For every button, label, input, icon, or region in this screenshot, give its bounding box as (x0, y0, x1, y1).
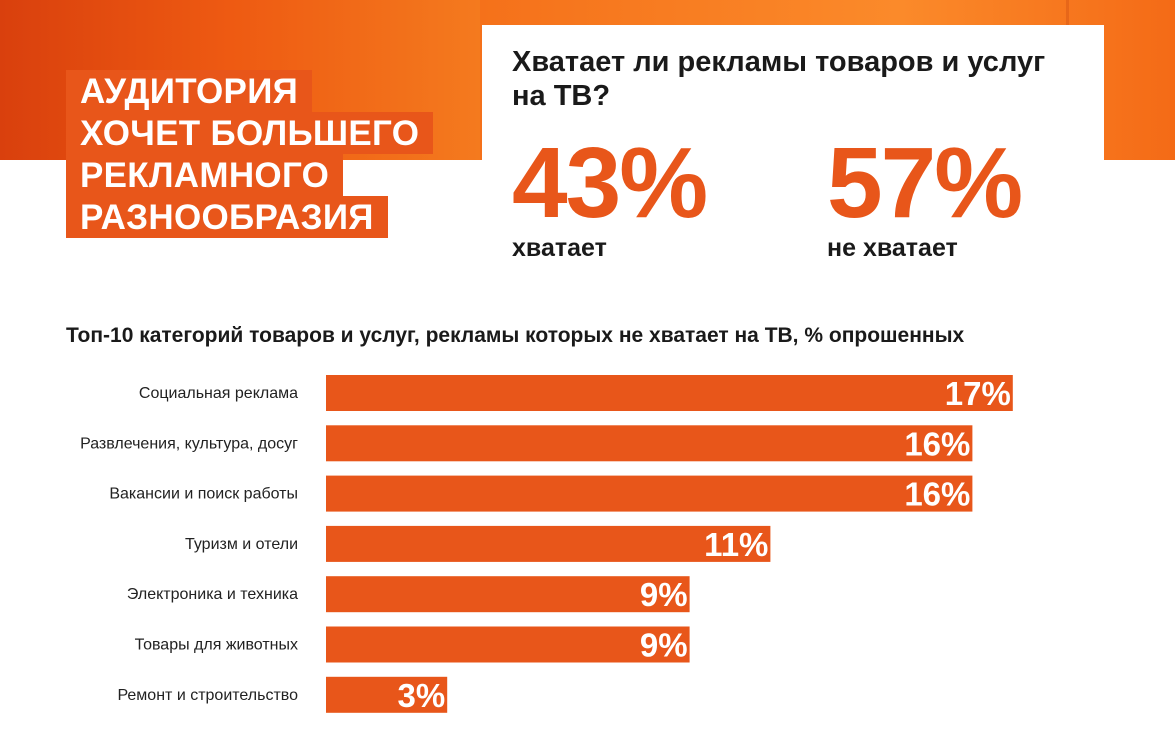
chart-title: Топ-10 категорий товаров и услуг, реклам… (66, 324, 965, 347)
bar (326, 425, 973, 462)
bar (326, 375, 1013, 411)
bar (326, 525, 771, 562)
category-label: Социальная реклама (139, 385, 298, 402)
value-label: 9% (640, 627, 688, 664)
category-label: Электроника и техника (127, 586, 298, 603)
value-label: 16% (904, 476, 970, 513)
bar (326, 676, 448, 713)
value-label: 3% (397, 677, 445, 714)
headline-line: ХОЧЕТ БОЛЬШЕГО (66, 112, 434, 154)
no-percentage: 57% (827, 127, 1023, 239)
survey-question: Хватает ли рекламы товаров и услуг на ТВ… (512, 46, 1046, 112)
headline: АУДИТОРИЯ ХОЧЕТ БОЛЬШЕГО РЕКЛАМНОГО РАЗН… (66, 70, 434, 238)
survey-card: Хватает ли рекламы товаров и услуг на ТВ… (482, 25, 1104, 295)
category-label: Туризм и отели (185, 536, 298, 553)
headline-line: РЕКЛАМНОГО (66, 154, 344, 196)
yes-label: хватает (512, 234, 607, 262)
yes-percentage: 43% (512, 127, 708, 239)
bar (326, 576, 690, 613)
value-label: 17% (945, 375, 1011, 412)
category-label: Развлечения, культура, досуг (80, 435, 298, 452)
bar (326, 626, 690, 663)
category-label: Ремонт и строительство (117, 687, 298, 704)
value-label: 11% (704, 526, 768, 563)
value-label: 16% (904, 425, 970, 462)
bar (326, 475, 973, 512)
category-label: Вакансии и поиск работы (109, 486, 298, 503)
category-label: Товары для животных (135, 637, 298, 654)
headline-line: РАЗНООБРАЗИЯ (66, 196, 388, 238)
headline-line: АУДИТОРИЯ (66, 70, 313, 112)
value-label: 9% (640, 576, 688, 613)
no-label: не хватает (827, 234, 958, 262)
